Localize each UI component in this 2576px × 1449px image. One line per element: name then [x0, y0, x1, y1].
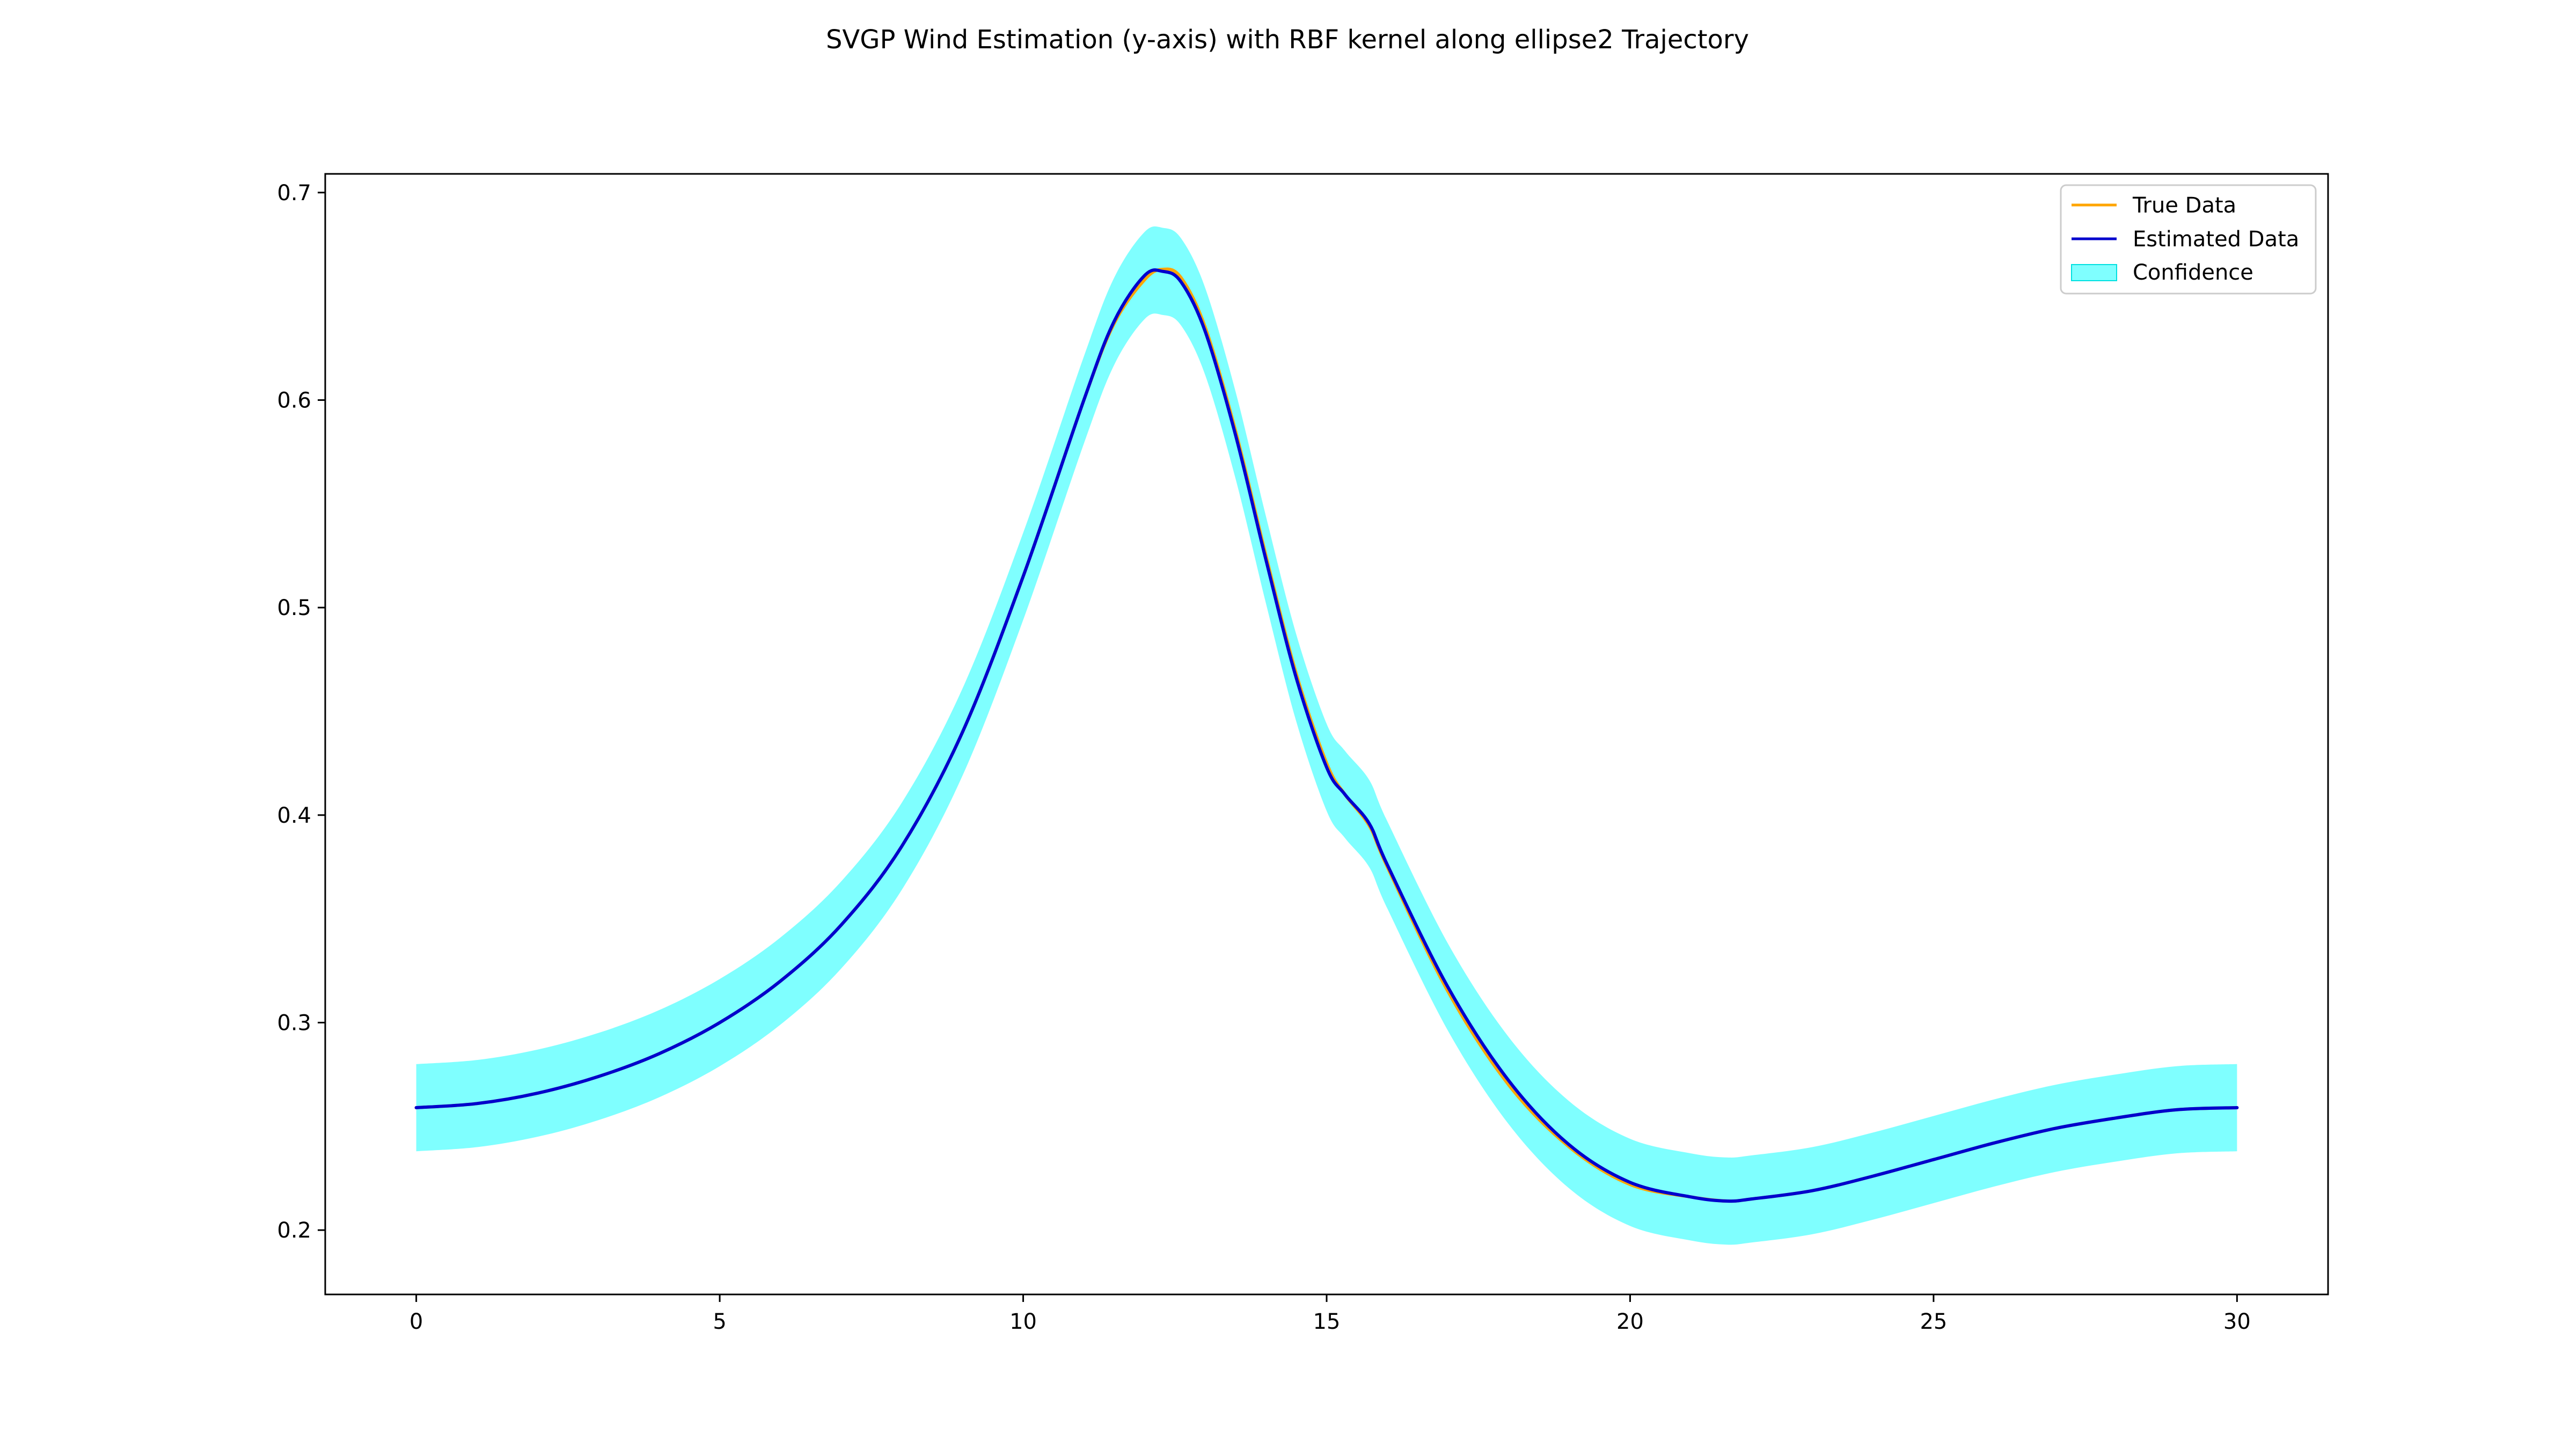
legend-confidence-swatch: [2071, 264, 2117, 281]
x-tick-label: 30: [2223, 1309, 2251, 1334]
axis-ticks: 0 5 10 15 20 25 30 0.2 0.3 0.4 0.5 0.6 0.7: [277, 181, 2250, 1334]
legend-box: [2060, 184, 2317, 295]
x-tick-label: 20: [1616, 1309, 1644, 1334]
y-tick-label: 0.2: [277, 1218, 311, 1243]
confidence-band: [416, 226, 2237, 1245]
x-tick-label: 0: [409, 1309, 423, 1334]
y-tick-label: 0.6: [277, 388, 311, 413]
x-tick-label: 10: [1009, 1309, 1037, 1334]
y-tick-label: 0.5: [277, 596, 311, 620]
legend-estimated-data-label: Estimated Data: [2133, 227, 2299, 252]
x-tick-label: 25: [1920, 1309, 1947, 1334]
chart-title: SVGP Wind Estimation (y-axis) with RBF k…: [826, 25, 1749, 55]
series-line-estimated-data: [414, 268, 2239, 1203]
y-tick-label: 0.4: [277, 803, 311, 828]
x-tick-label: 15: [1313, 1309, 1341, 1334]
legend: True Data Estimated Data Confidence: [2060, 184, 2317, 295]
y-tick-label: 0.3: [277, 1011, 311, 1035]
y-tick-label: 0.7: [277, 181, 311, 206]
legend-confidence-label: Confidence: [2133, 260, 2253, 285]
x-tick-label: 5: [713, 1309, 726, 1334]
legend-true-data-label: True Data: [2132, 193, 2236, 218]
plot-area: [414, 226, 2239, 1245]
